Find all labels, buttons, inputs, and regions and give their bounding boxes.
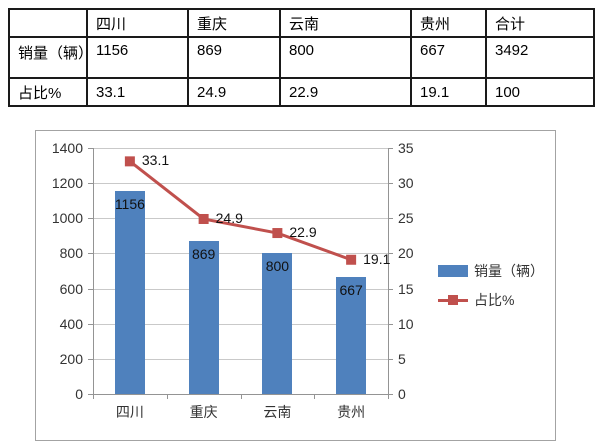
category-label: 云南 (263, 404, 292, 420)
bottom-axis-tick (240, 394, 242, 399)
right-axis-tick (388, 148, 393, 149)
grid-line (93, 288, 388, 290)
sales-bar (336, 276, 367, 394)
share-total: 100 (485, 77, 595, 107)
left-axis-tick (88, 253, 93, 255)
bottom-axis-tick (166, 394, 168, 399)
category-label: 四川 (115, 404, 144, 420)
share-marker (346, 254, 357, 265)
right-axis-line (388, 148, 389, 394)
legend-share-marker (438, 294, 468, 306)
data-table: 四川 重庆 云南 贵州 合计 销量（辆） 1156 869 800 667 34… (8, 8, 595, 107)
right-axis-tick (388, 394, 393, 395)
right-axis-tick (388, 323, 393, 325)
grid-line (93, 218, 388, 220)
bar-value-label: 869 (191, 246, 216, 263)
left-axis-tick-label: 1000 (51, 210, 83, 227)
right-axis-tick-label: 25 (398, 210, 414, 227)
table-col-yunnan: 云南 (279, 8, 412, 38)
sales-bar (188, 241, 219, 394)
share-value-label: 19.1 (363, 250, 391, 267)
right-axis-tick-label: 30 (398, 175, 414, 192)
share-value-label: 24.9 (215, 209, 243, 226)
bar-value-label: 1156 (114, 195, 145, 212)
left-axis-tick (88, 183, 93, 185)
category-label: 贵州 (337, 404, 366, 420)
share-yunnan: 22.9 (279, 77, 412, 107)
grid-line (93, 253, 388, 255)
share-value-label: 22.9 (289, 224, 317, 241)
legend-share-label: 占比% (474, 292, 515, 308)
sales-yunnan: 800 (279, 36, 412, 79)
left-axis-tick (88, 148, 93, 149)
right-axis-tick-label: 35 (398, 140, 414, 156)
bottom-axis-tick (388, 394, 389, 399)
table-col-sichuan: 四川 (86, 8, 189, 38)
bottom-axis-tick (314, 394, 316, 399)
right-axis-tick (388, 253, 393, 255)
bar-value-label: 667 (339, 281, 363, 298)
right-axis-tick-label: 20 (398, 245, 414, 262)
row-label-sales: 销量（辆） (8, 36, 88, 79)
sales-bar (114, 190, 145, 394)
table-col-total: 合计 (485, 8, 595, 38)
left-axis-tick (88, 218, 93, 220)
table-row-sales: 销量（辆） 1156 869 800 667 3492 (8, 36, 595, 79)
left-axis-line (93, 148, 94, 394)
legend-sales-item: 销量（辆） (438, 261, 544, 281)
share-guizhou: 19.1 (410, 77, 487, 107)
right-axis-tick-label: 10 (398, 315, 414, 332)
right-axis-tick (388, 358, 393, 360)
share-marker (124, 156, 135, 167)
share-line-layer (124, 156, 357, 265)
legend-sales-label: 销量（辆） (474, 263, 544, 279)
sales-bar (262, 253, 293, 394)
category-label: 重庆 (189, 404, 218, 420)
left-axis-tick-label: 800 (59, 245, 83, 262)
table-col-guizhou: 贵州 (410, 8, 487, 38)
share-value-label: 33.1 (141, 152, 170, 169)
right-axis-tick (388, 183, 393, 185)
left-axis-tick-label: 1200 (51, 175, 83, 192)
row-label-share: 占比% (8, 77, 88, 107)
share-sichuan: 33.1 (86, 77, 189, 107)
table-header-row: 四川 重庆 云南 贵州 合计 (8, 8, 595, 38)
left-axis-tick-label: 0 (75, 386, 83, 402)
legend-sales-swatch (438, 265, 468, 277)
right-axis-tick (388, 218, 393, 220)
grid-line (93, 148, 388, 149)
legend-share-item: 占比% (438, 290, 514, 310)
table-col-chongqing: 重庆 (187, 8, 281, 38)
grid-line (93, 358, 388, 360)
sales-total: 3492 (485, 36, 595, 79)
right-axis-tick-label: 15 (398, 280, 414, 297)
left-axis-tick (88, 323, 93, 325)
bottom-axis-tick (93, 394, 94, 399)
right-axis-tick (388, 288, 393, 290)
left-axis-tick-label: 600 (59, 280, 83, 297)
left-axis-tick (88, 394, 93, 395)
share-marker (198, 213, 209, 224)
left-axis-tick (88, 358, 93, 360)
right-axis-tick-label: 0 (398, 386, 406, 402)
left-axis-tick-label: 400 (59, 315, 83, 332)
share-marker (272, 228, 283, 239)
left-axis-tick (88, 288, 93, 290)
share-chongqing: 24.9 (187, 77, 281, 107)
combo-chart: 0 200 400 600 800 1000 1200 1400 0 5 10 15 20 25 30 35 1… (35, 130, 556, 441)
grid-line (93, 183, 388, 185)
share-line (128, 160, 352, 262)
sales-guizhou: 667 (410, 36, 487, 79)
grid-line (93, 323, 388, 325)
sales-chongqing: 869 (187, 36, 281, 79)
table-row-share: 占比% 33.1 24.9 22.9 19.1 100 (8, 77, 595, 107)
bar-value-label: 800 (265, 258, 290, 275)
table-corner-cell (8, 8, 88, 38)
right-axis-tick-label: 5 (398, 350, 406, 367)
left-axis-tick-label: 1400 (51, 140, 83, 156)
sales-sichuan: 1156 (86, 36, 189, 79)
left-axis-tick-label: 200 (59, 350, 83, 367)
